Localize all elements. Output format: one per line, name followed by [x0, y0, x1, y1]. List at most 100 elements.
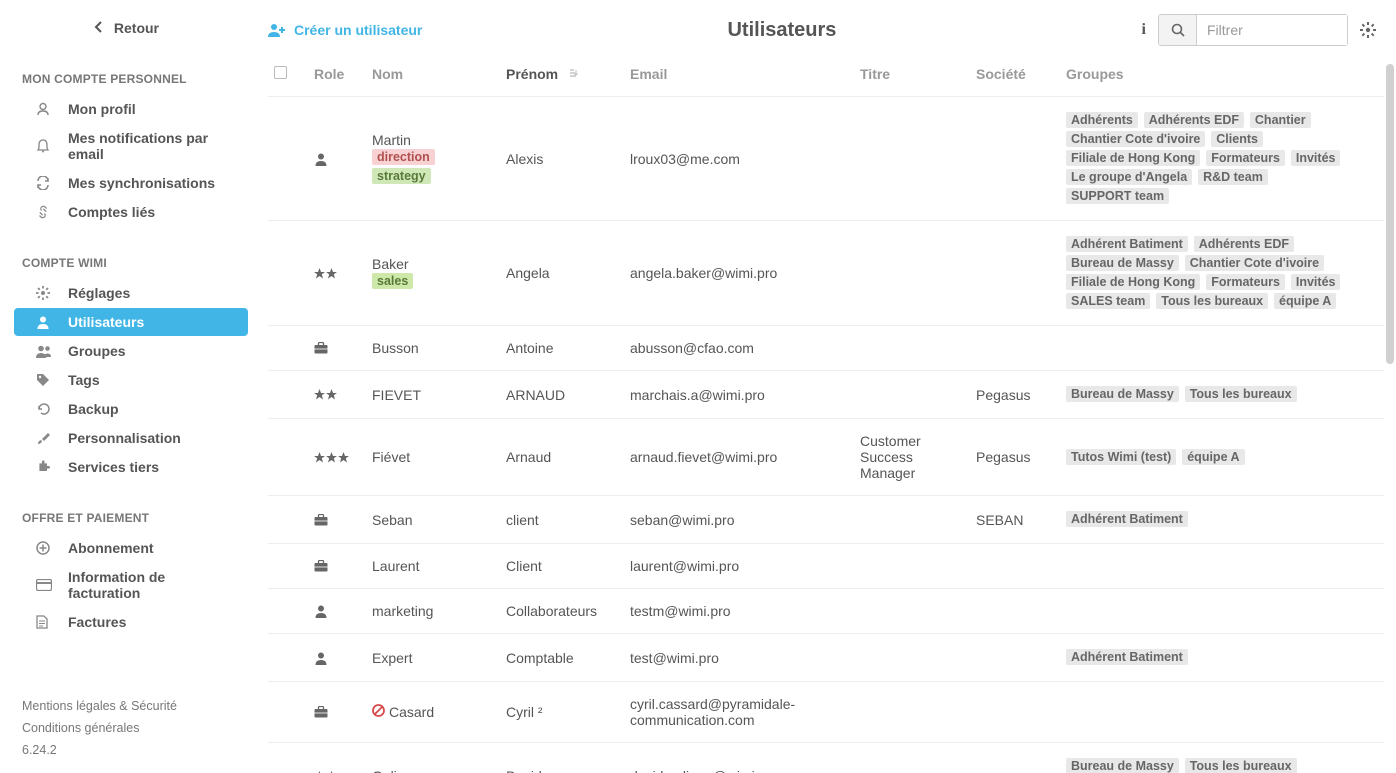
group-tag[interactable]: R&D team — [1198, 169, 1268, 185]
sidebar-item-information-de-facturation[interactable]: Information de facturation — [14, 563, 248, 607]
sidebar-item-mes-synchronisations[interactable]: Mes synchronisations — [14, 169, 248, 197]
tag-icon — [36, 373, 58, 387]
sidebar-item-utilisateurs[interactable]: Utilisateurs — [14, 308, 248, 336]
group-tag[interactable]: SUPPORT team — [1066, 188, 1169, 204]
group-tag[interactable]: Tutos Wimi (test) — [1066, 449, 1176, 465]
group-tag[interactable]: Le groupe d'Angela — [1066, 169, 1192, 185]
filter-input[interactable] — [1197, 15, 1347, 45]
nom-text: Galiana — [372, 768, 420, 773]
row-checkbox-cell[interactable] — [268, 634, 308, 682]
group-tag[interactable]: Chantier Cote d'ivoire — [1066, 131, 1205, 147]
group-tag[interactable]: Adhérent Batiment — [1066, 511, 1188, 527]
link-icon — [36, 205, 58, 219]
group-tag[interactable]: Chantier — [1250, 112, 1311, 128]
users-table-container[interactable]: Role Nom Prénom Email Titre Société Grou… — [256, 56, 1396, 773]
header-checkbox[interactable] — [268, 56, 308, 97]
group-tag[interactable]: Adhérents — [1066, 112, 1138, 128]
header-groupes[interactable]: Groupes — [1060, 56, 1384, 97]
return-link[interactable]: Retour — [0, 20, 256, 42]
header-societe[interactable]: Société — [970, 56, 1060, 97]
group-tag[interactable]: équipe A — [1274, 293, 1336, 309]
table-row[interactable]: LaurentClientlaurent@wimi.pro — [268, 544, 1384, 589]
nom-text: Expert — [372, 650, 412, 666]
table-row[interactable]: Martindirection strategy Alexislroux03@m… — [268, 97, 1384, 221]
scrollbar-thumb[interactable] — [1386, 64, 1394, 364]
header-prenom[interactable]: Prénom — [500, 56, 624, 97]
role-cell — [308, 97, 366, 221]
sidebar-item-groupes[interactable]: Groupes — [14, 337, 248, 365]
info-icon[interactable]: i — [1142, 21, 1146, 39]
sidebar-item-services-tiers[interactable]: Services tiers — [14, 453, 248, 481]
prenom-cell: ARNAUD — [500, 371, 624, 419]
group-tag[interactable]: Adhérent Batiment — [1066, 649, 1188, 665]
table-row[interactable]: BussonAntoineabusson@cfao.com — [268, 326, 1384, 371]
sidebar-item-label: Tags — [68, 372, 100, 388]
row-checkbox-cell[interactable] — [268, 544, 308, 589]
user-outline-icon — [36, 102, 58, 116]
group-tag[interactable]: Filiale de Hong Kong — [1066, 150, 1200, 166]
row-checkbox-cell[interactable] — [268, 589, 308, 634]
group-tag[interactable]: Tous les bureaux — [1185, 758, 1297, 773]
table-row[interactable]: Bakersales Angelaangela.baker@wimi.proAd… — [268, 221, 1384, 326]
group-tag[interactable]: Formateurs — [1206, 274, 1285, 290]
header-titre[interactable]: Titre — [854, 56, 970, 97]
group-tag[interactable]: Bureau de Massy — [1066, 255, 1179, 271]
row-checkbox-cell[interactable] — [268, 496, 308, 544]
table-row[interactable]: CasardCyril ²cyril.cassard@pyramidale-co… — [268, 682, 1384, 743]
group-tag[interactable]: Bureau de Massy — [1066, 758, 1179, 773]
table-row[interactable]: FiévetArnaudarnaud.fievet@wimi.proCustom… — [268, 419, 1384, 496]
search-button[interactable] — [1159, 15, 1197, 45]
row-checkbox-cell[interactable] — [268, 371, 308, 419]
group-tag[interactable]: Invités — [1291, 150, 1341, 166]
group-tag[interactable]: Invités — [1291, 274, 1341, 290]
row-checkbox-cell[interactable] — [268, 419, 308, 496]
row-checkbox-cell[interactable] — [268, 682, 308, 743]
societe-cell: Pegasus — [970, 371, 1060, 419]
table-row[interactable]: marketingCollaborateurstestm@wimi.pro — [268, 589, 1384, 634]
sidebar-item-mes-notifications-par-email[interactable]: Mes notifications par email — [14, 124, 248, 168]
group-tag[interactable]: SALES team — [1066, 293, 1150, 309]
sidebar-item-backup[interactable]: Backup — [14, 395, 248, 423]
table-row[interactable]: Sebanclientseban@wimi.proSEBANAdhérent B… — [268, 496, 1384, 544]
row-checkbox-cell[interactable] — [268, 743, 308, 773]
group-tag[interactable]: équipe A — [1182, 449, 1244, 465]
group-tag[interactable]: Tous les bureaux — [1185, 386, 1297, 402]
group-tag[interactable]: Adhérents EDF — [1144, 112, 1244, 128]
table-row[interactable]: GalianaDaviddavid.galiana@wimi.proBureau… — [268, 743, 1384, 773]
header-email[interactable]: Email — [624, 56, 854, 97]
societe-cell — [970, 589, 1060, 634]
titre-cell — [854, 221, 970, 326]
nom-cell: Casard — [366, 682, 500, 743]
group-tag[interactable]: Tous les bureaux — [1156, 293, 1268, 309]
role-icon — [314, 651, 354, 665]
row-checkbox-cell[interactable] — [268, 221, 308, 326]
row-checkbox-cell[interactable] — [268, 97, 308, 221]
header-nom[interactable]: Nom — [366, 56, 500, 97]
sidebar-item-abonnement[interactable]: Abonnement — [14, 534, 248, 562]
group-tag[interactable]: Formateurs — [1206, 150, 1285, 166]
table-row[interactable]: FIEVETARNAUDmarchais.a@wimi.proPegasusBu… — [268, 371, 1384, 419]
group-tag[interactable]: Filiale de Hong Kong — [1066, 274, 1200, 290]
header-role[interactable]: Role — [308, 56, 366, 97]
sidebar-item-personnalisation[interactable]: Personnalisation — [14, 424, 248, 452]
name-tag: strategy — [372, 168, 431, 184]
create-user-button[interactable]: Créer un utilisateur — [268, 22, 422, 38]
legal-link[interactable]: Mentions légales & Sécurité — [22, 699, 234, 713]
sidebar-item-mon-profil[interactable]: Mon profil — [14, 95, 248, 123]
group-tag[interactable]: Adhérent Batiment — [1066, 236, 1188, 252]
group-tag[interactable]: Chantier Cote d'ivoire — [1185, 255, 1324, 271]
row-checkbox-cell[interactable] — [268, 326, 308, 371]
groupes-cell: Bureau de Massy Tous les bureaux — [1060, 371, 1384, 419]
group-tag[interactable]: Bureau de Massy — [1066, 386, 1179, 402]
sidebar-item-factures[interactable]: Factures — [14, 608, 248, 636]
group-tag[interactable]: Clients — [1211, 131, 1263, 147]
role-cell — [308, 634, 366, 682]
sidebar-item-comptes-li-s[interactable]: Comptes liés — [14, 198, 248, 226]
sidebar-item-r-glages[interactable]: Réglages — [14, 279, 248, 307]
sidebar-item-tags[interactable]: Tags — [14, 366, 248, 394]
prenom-cell: David — [500, 743, 624, 773]
settings-icon[interactable] — [1360, 22, 1376, 38]
terms-link[interactable]: Conditions générales — [22, 721, 234, 735]
group-tag[interactable]: Adhérents EDF — [1194, 236, 1294, 252]
table-row[interactable]: ExpertComptabletest@wimi.proAdhérent Bat… — [268, 634, 1384, 682]
